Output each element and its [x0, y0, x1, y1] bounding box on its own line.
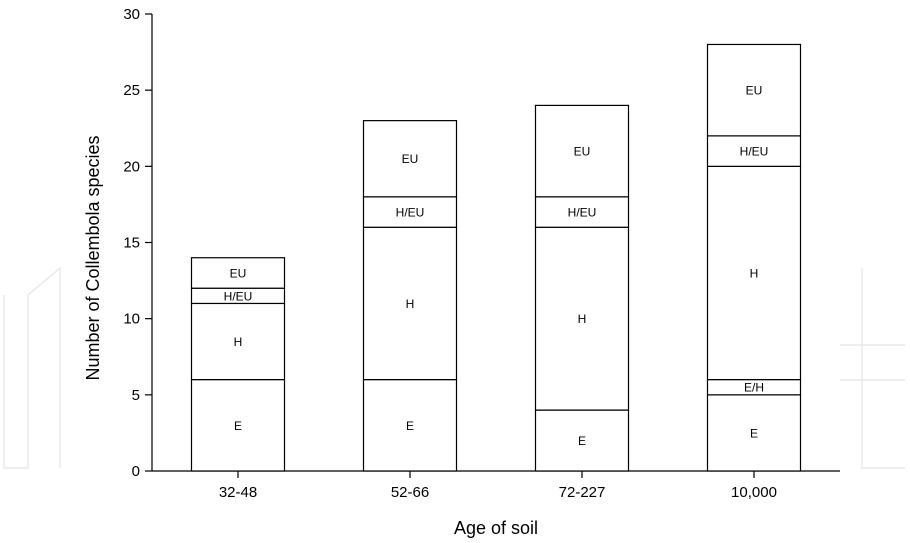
bar-segment [362, 120, 458, 198]
bar-segment-label: H/EU [224, 289, 253, 303]
x-tick-label: 52-66 [391, 484, 429, 501]
x-tick-label: 72-227 [559, 484, 606, 501]
x-axis: 32-48 52-66 72-227 10,000 [152, 470, 840, 501]
bar-segment-label: H/EU [568, 206, 597, 220]
bar-segment-label: E/H [744, 381, 764, 395]
bar-segment-label: H [406, 297, 415, 311]
bar-segment-label: EU [746, 84, 763, 98]
bar-segment [534, 409, 630, 472]
x-tick-label: 10,000 [731, 484, 777, 501]
x-axis-title: Age of soil [454, 518, 538, 538]
bar-segment [706, 43, 802, 137]
bar-group: E H H/EU EU [534, 104, 630, 472]
bar-group: E E/H H H/EU EU [706, 43, 802, 472]
y-tick-label: 25 [123, 82, 140, 99]
y-tick-label: 30 [123, 6, 140, 23]
bar-segment-label: EU [230, 266, 247, 280]
bar-segment-label: EU [574, 145, 591, 159]
bar-segment-label: H/EU [740, 145, 769, 159]
bar-segment-label: E [750, 426, 758, 440]
bar-segment [534, 226, 630, 411]
bar-segment [534, 104, 630, 198]
y-axis-title: Number of Collembola species [83, 135, 103, 380]
bar-segment [362, 226, 458, 381]
bar-segment-label: H [578, 312, 587, 326]
bar-segment-label: E [406, 419, 414, 433]
bar-group: E H H/EU EU [362, 120, 458, 472]
bar-segment [534, 196, 630, 228]
y-tick-label: 20 [123, 158, 140, 175]
y-tick-label: 0 [132, 463, 140, 480]
background-watermark [3, 266, 905, 469]
bar-segment-label: E [578, 434, 586, 448]
y-tick-label: 10 [123, 311, 140, 328]
bar-segment [706, 165, 802, 381]
bars: E H H/EU EU E H H/EU EU E H H/EU EU E E/H H H/EU EU [190, 43, 802, 472]
bar-segment [190, 257, 286, 289]
bar-segment-label: EU [402, 152, 419, 166]
x-tick-label: 32-48 [219, 484, 257, 501]
bar-segment-label: E [234, 419, 242, 433]
y-tick-label: 5 [132, 387, 140, 404]
y-axis: 0 5 10 15 20 25 30 [123, 6, 153, 480]
bar-segment-label: H [234, 335, 243, 349]
bar-segment [362, 196, 458, 228]
bar-segment-label: H [750, 266, 759, 280]
bar-segment-label: H/EU [396, 206, 425, 220]
bar-group: E H H/EU EU [190, 257, 286, 472]
y-tick-label: 15 [123, 235, 140, 252]
